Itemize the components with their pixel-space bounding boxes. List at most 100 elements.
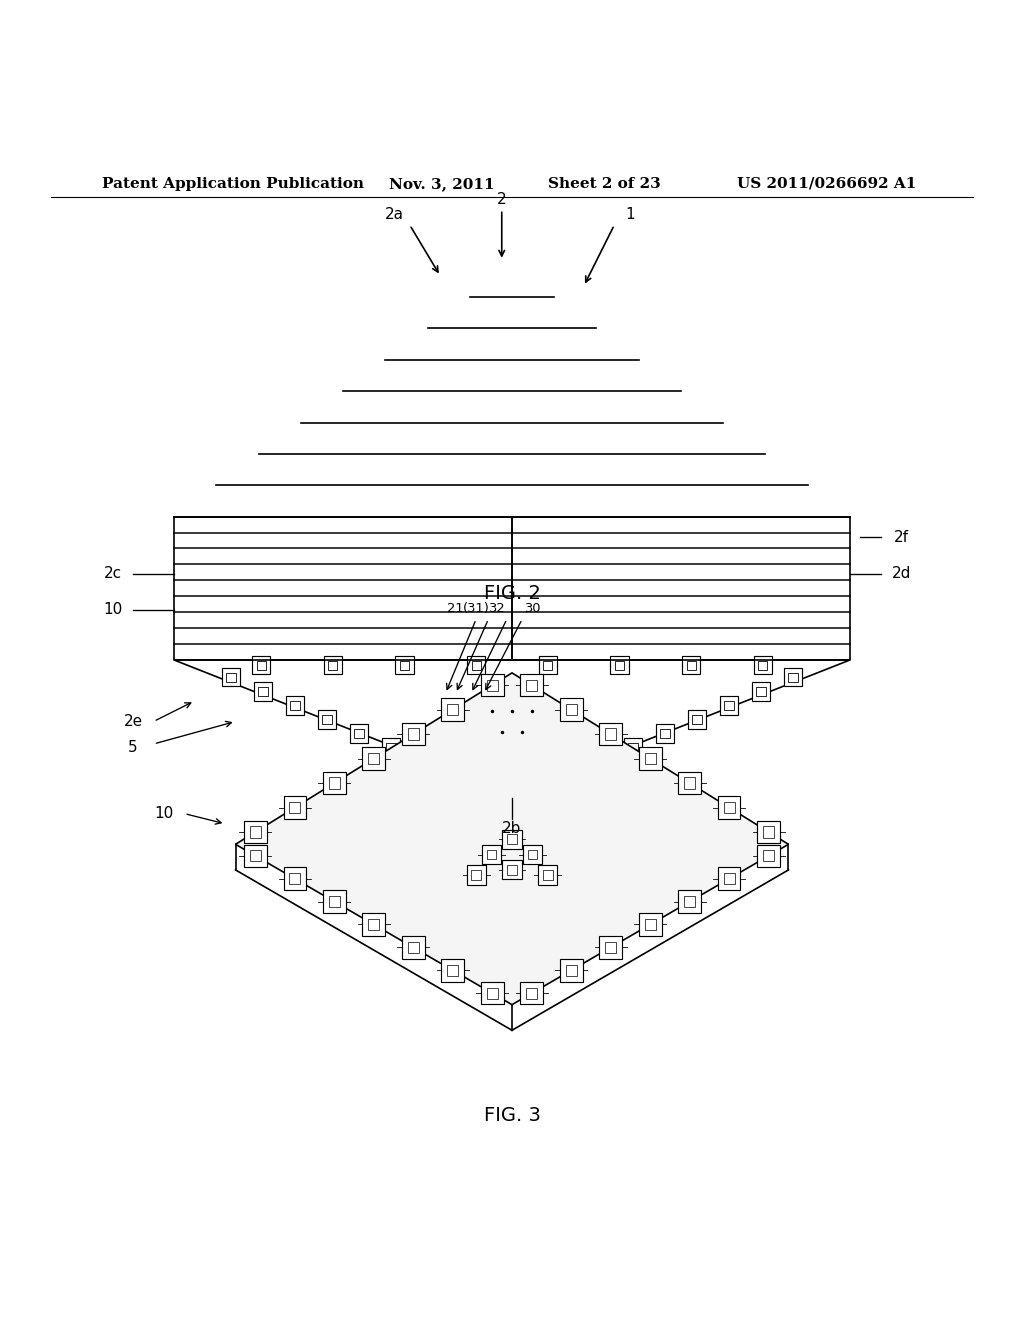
Bar	[414, 752, 432, 771]
Bar	[596, 758, 605, 767]
Bar	[757, 686, 766, 696]
Bar	[645, 919, 656, 931]
Bar	[724, 701, 733, 710]
Bar	[252, 656, 270, 675]
Bar	[624, 738, 642, 756]
Bar	[565, 965, 577, 975]
Bar	[758, 660, 768, 669]
Bar	[323, 715, 332, 725]
Bar	[289, 803, 300, 813]
Text: 10: 10	[155, 807, 173, 821]
Bar	[639, 747, 662, 770]
Bar	[258, 686, 267, 696]
Bar	[655, 725, 674, 743]
Text: US 2011/0266692 A1: US 2011/0266692 A1	[737, 177, 916, 191]
Bar	[503, 861, 521, 879]
Bar	[599, 936, 622, 958]
Bar	[503, 830, 521, 849]
Bar	[718, 867, 740, 890]
Text: 2f: 2f	[894, 529, 908, 545]
Bar	[284, 867, 306, 890]
Bar	[610, 656, 629, 675]
Text: 2d: 2d	[892, 566, 910, 582]
Bar	[250, 850, 261, 862]
Bar	[592, 752, 610, 771]
Bar	[244, 845, 266, 867]
Bar	[539, 866, 557, 884]
Bar	[329, 896, 340, 907]
Text: 2e: 2e	[124, 714, 142, 729]
Bar	[471, 870, 481, 880]
Bar	[507, 834, 517, 843]
Bar	[328, 660, 338, 669]
Bar	[222, 668, 241, 686]
Text: 30: 30	[524, 602, 541, 615]
Bar	[369, 752, 379, 764]
Bar	[724, 873, 735, 884]
Bar	[362, 747, 385, 770]
Bar	[718, 796, 740, 818]
Bar	[645, 752, 656, 764]
Bar	[605, 941, 616, 953]
Bar	[752, 682, 770, 701]
Bar	[486, 850, 497, 859]
Text: Nov. 3, 2011: Nov. 3, 2011	[389, 177, 495, 191]
Text: 32: 32	[488, 602, 505, 615]
Bar	[724, 803, 735, 813]
Bar	[289, 873, 300, 884]
Text: FIG. 3: FIG. 3	[483, 1106, 541, 1125]
Bar	[783, 668, 802, 686]
Bar	[629, 743, 638, 752]
Bar	[323, 772, 345, 795]
Bar	[382, 738, 400, 756]
Text: 5: 5	[128, 739, 138, 755]
Bar	[688, 710, 707, 729]
Text: Sheet 2 of 23: Sheet 2 of 23	[548, 177, 660, 191]
Bar	[250, 826, 261, 838]
Bar	[560, 767, 579, 785]
Bar	[408, 729, 419, 739]
Bar	[386, 743, 395, 752]
Text: 2c: 2c	[103, 566, 122, 582]
Bar	[324, 656, 342, 675]
Polygon shape	[236, 673, 788, 1005]
Bar	[226, 673, 236, 682]
Text: 2: 2	[497, 191, 507, 207]
Bar	[605, 729, 616, 739]
Bar	[481, 675, 504, 697]
Text: FIG. 2: FIG. 2	[483, 583, 541, 603]
Text: 2a: 2a	[385, 207, 403, 222]
Bar	[526, 987, 538, 999]
Bar	[323, 890, 345, 913]
Bar	[564, 771, 573, 780]
Bar	[395, 656, 414, 675]
Bar	[639, 913, 662, 936]
Text: (31): (31)	[463, 602, 489, 615]
Bar	[754, 656, 772, 675]
Bar	[244, 821, 266, 843]
Bar	[447, 704, 459, 715]
Bar	[256, 660, 266, 669]
Bar	[527, 850, 538, 859]
Bar	[286, 696, 304, 714]
Bar	[507, 865, 517, 875]
Bar	[291, 701, 300, 710]
Bar	[399, 660, 409, 669]
Bar	[520, 982, 543, 1005]
Bar	[402, 723, 425, 746]
Bar	[788, 673, 798, 682]
Bar	[520, 675, 543, 697]
Bar	[419, 758, 428, 767]
Text: Patent Application Publication: Patent Application Publication	[102, 177, 365, 191]
Bar	[471, 660, 481, 669]
Bar	[686, 660, 695, 669]
Text: 21: 21	[447, 602, 464, 615]
Bar	[539, 656, 557, 675]
Bar	[447, 965, 459, 975]
Bar	[560, 960, 583, 982]
Bar	[599, 723, 622, 746]
Bar	[660, 729, 670, 738]
Bar	[526, 680, 538, 690]
Bar	[482, 845, 501, 865]
Bar	[720, 696, 738, 714]
